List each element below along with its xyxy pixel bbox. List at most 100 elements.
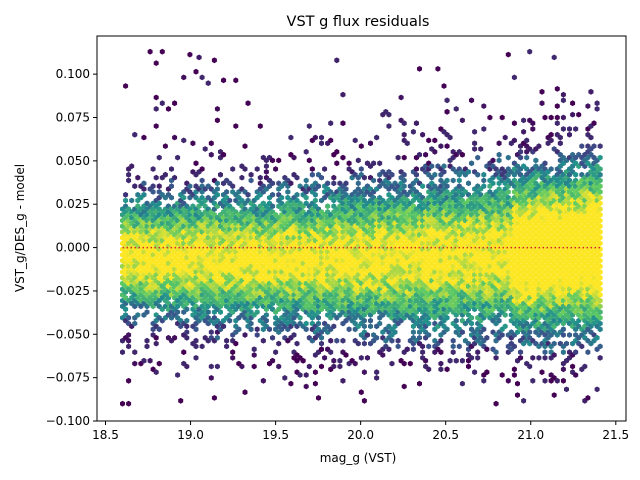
hexbin-cell xyxy=(270,357,276,364)
hexbin-cell xyxy=(573,126,579,132)
hexbin-cell xyxy=(389,171,395,178)
hexbin-cell xyxy=(475,355,481,361)
hexbin-cell xyxy=(570,363,576,370)
hexbin-cell xyxy=(597,309,603,315)
hexbin-cell xyxy=(135,174,141,181)
hexbin-cell xyxy=(374,134,380,141)
hexbin-cell xyxy=(450,337,456,344)
hexbin-cell xyxy=(214,106,220,112)
hexbin-cell xyxy=(361,397,367,404)
hexbin-cell xyxy=(475,171,481,178)
hexbin-cell xyxy=(316,395,321,401)
hexbin-cell xyxy=(218,309,223,315)
hexbin-cell xyxy=(395,337,401,344)
hexbin-cell xyxy=(554,120,560,127)
hexbin-cell xyxy=(224,189,230,195)
hexbin-cell xyxy=(199,166,205,172)
hexbin-cell xyxy=(254,332,260,338)
hexbin-cell xyxy=(374,375,380,381)
hexbin-cell xyxy=(420,183,426,190)
hexbin-cell xyxy=(536,143,542,149)
hexbin-cell xyxy=(129,163,135,170)
hexbin-cell xyxy=(484,346,490,353)
hexbin-cell xyxy=(548,166,554,172)
hexbin-cell xyxy=(193,326,199,333)
hexbin-cell xyxy=(426,332,432,338)
hexbin-cell xyxy=(404,346,410,353)
hexbin-cell xyxy=(395,154,401,161)
hexbin-cell xyxy=(588,88,594,95)
hexbin-cell xyxy=(153,123,159,129)
hexbin-cell xyxy=(242,166,248,172)
hexbin-cell xyxy=(199,177,205,184)
hexbin-cell xyxy=(172,334,178,341)
hexbin-cell xyxy=(132,183,138,190)
hexbin-cell xyxy=(175,372,181,378)
hexbin-cell xyxy=(331,180,337,187)
hexbin-cell xyxy=(285,189,291,195)
hexbin-cell xyxy=(511,120,517,127)
hexbin-cell xyxy=(312,197,318,204)
hexbin-cell xyxy=(184,334,190,341)
hexbin-cell xyxy=(450,177,456,184)
hexbin-cell xyxy=(343,352,349,358)
hexbin-cell xyxy=(444,97,450,104)
hexbin-cell xyxy=(276,363,282,370)
hexbin-cell xyxy=(597,303,603,310)
hexbin-cell xyxy=(597,240,603,247)
hexbin-cell xyxy=(401,183,407,190)
hexbin-cell xyxy=(417,66,422,72)
hexbin-cell xyxy=(459,380,465,387)
hexbin-cell xyxy=(328,120,334,127)
hexbin-cell xyxy=(417,151,422,158)
hexbin-cell xyxy=(214,334,220,341)
hexbin-cell xyxy=(432,148,438,155)
hexbin-cell xyxy=(420,131,426,138)
hexbin-cell xyxy=(475,349,481,356)
hexbin-cell xyxy=(126,337,132,344)
hexbin-cell xyxy=(303,383,309,390)
hexbin-cell xyxy=(340,120,346,127)
hexbin-cell xyxy=(597,343,603,350)
hexbin-cell xyxy=(554,86,560,92)
hexbin-cell xyxy=(444,108,450,115)
hexbin-cell xyxy=(597,280,603,287)
hexbin-cell xyxy=(432,137,438,144)
y-tick-label: 0.000 xyxy=(56,241,90,255)
hexbin-cell xyxy=(153,174,159,181)
hexbin-cell xyxy=(597,166,603,172)
hexbin-cell xyxy=(306,363,312,370)
hexbin-cell xyxy=(309,166,315,172)
hexbin-cell xyxy=(438,349,444,356)
hexbin-cell xyxy=(254,309,260,315)
hexbin-cell xyxy=(401,383,407,390)
hexbin-cell xyxy=(444,183,450,190)
hexbin-cell xyxy=(273,349,279,356)
hexbin-cell xyxy=(276,340,282,347)
hexbin-cell xyxy=(316,320,321,327)
hexbin-cell xyxy=(511,366,517,373)
hexbin-cell xyxy=(487,114,493,121)
hexbin-cell xyxy=(358,166,364,172)
hexbin-cell xyxy=(132,349,138,356)
hexbin-cell xyxy=(358,143,364,149)
hexbin-cell xyxy=(178,397,184,404)
hexbin-cell xyxy=(591,143,597,149)
hexbin-cell xyxy=(169,194,174,201)
hexbin-cell xyxy=(343,180,349,187)
hexbin-cell xyxy=(518,355,524,361)
hexbin-cell xyxy=(597,223,603,230)
hexbin-cell xyxy=(527,363,533,370)
y-tick-label: −0.100 xyxy=(46,414,90,428)
hexbin-cell xyxy=(221,77,227,84)
hexbin-cell xyxy=(306,157,312,164)
hexbin-cell xyxy=(221,151,227,158)
hexbin-cell xyxy=(441,169,447,175)
hexbin-cell xyxy=(254,166,260,172)
hexbin-cell xyxy=(242,143,248,149)
hexbin-cell xyxy=(208,375,214,381)
hexbin-cell xyxy=(230,355,236,361)
hexbin-cell xyxy=(371,177,377,184)
hexbin-cell xyxy=(309,171,315,178)
hexbin-layer xyxy=(120,48,603,407)
